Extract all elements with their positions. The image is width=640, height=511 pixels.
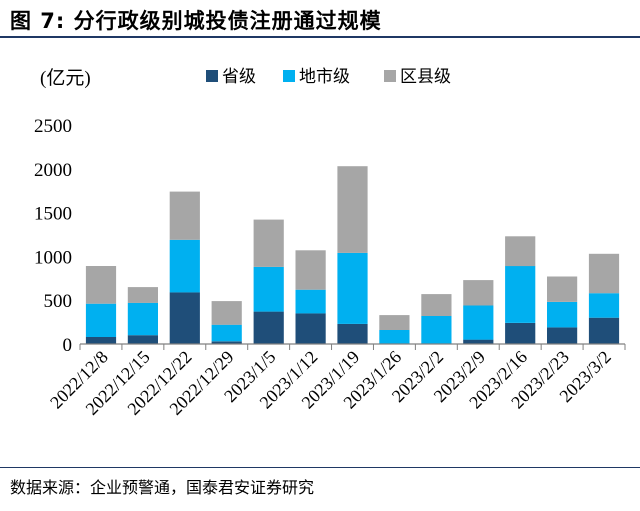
legend-swatch-2 bbox=[384, 70, 396, 82]
bar-segment-0 bbox=[211, 341, 242, 344]
bar-segment-0 bbox=[253, 311, 284, 344]
bar-series-group bbox=[85, 166, 620, 344]
bar-segment-0 bbox=[295, 313, 326, 344]
bar-segment-2 bbox=[253, 219, 284, 267]
bar-segment-1 bbox=[505, 266, 536, 323]
bar-segment-1 bbox=[127, 302, 158, 336]
bar-segment-1 bbox=[169, 239, 200, 293]
figure-title-bar: 图 7: 分行政级别城投债注册通过规模 bbox=[0, 0, 640, 38]
bar-segment-2 bbox=[211, 301, 242, 325]
bar-segment-1 bbox=[253, 266, 284, 312]
y-tick-label: 2500 bbox=[34, 116, 72, 137]
bar-segment-1 bbox=[85, 303, 117, 337]
bar-segment-0 bbox=[169, 292, 200, 344]
data-source-note: 数据来源：企业预警通，国泰君安证券研究 bbox=[10, 478, 315, 497]
bar-segment-0 bbox=[85, 337, 117, 344]
bar-segment-0 bbox=[547, 327, 578, 344]
bar-segment-2 bbox=[169, 191, 200, 240]
bar-segment-2 bbox=[127, 287, 158, 303]
bar-segment-2 bbox=[505, 236, 536, 267]
legend-swatch-1 bbox=[283, 70, 295, 82]
bar-segment-2 bbox=[379, 315, 410, 330]
y-tick-label: 0 bbox=[63, 335, 73, 356]
bar-segment-0 bbox=[463, 339, 494, 344]
y-tick-label: 1500 bbox=[34, 204, 72, 225]
y-tick-label: 500 bbox=[44, 291, 73, 312]
bar-segment-1 bbox=[379, 330, 410, 344]
bar-segment-1 bbox=[588, 293, 620, 318]
bar-segment-1 bbox=[463, 305, 494, 340]
bar-segment-0 bbox=[505, 323, 536, 344]
bar-segment-2 bbox=[421, 294, 452, 316]
y-axis: 0 500 1000 1500 2000 2500 bbox=[34, 116, 72, 356]
y-axis-unit-label: (亿元) bbox=[40, 67, 91, 89]
bar-segment-1 bbox=[547, 302, 578, 328]
bar-segment-1 bbox=[295, 289, 326, 314]
y-tick-label: 1000 bbox=[34, 247, 72, 268]
bar-segment-2 bbox=[463, 280, 494, 306]
legend-label-0: 省级 bbox=[222, 67, 256, 87]
bar-segment-2 bbox=[295, 250, 326, 290]
legend-swatch-0 bbox=[206, 70, 218, 82]
bar-segment-1 bbox=[211, 324, 242, 342]
bar-segment-0 bbox=[588, 317, 620, 344]
y-tick-label: 2000 bbox=[34, 160, 72, 181]
stacked-bar-chart: (亿元) 省级 地市级 区县级 0 500 1000 1500 2000 2500 2022/… bbox=[34, 67, 626, 419]
legend-label-1: 地市级 bbox=[299, 67, 350, 87]
bar-segment-2 bbox=[85, 266, 117, 304]
bar-segment-2 bbox=[337, 166, 368, 253]
chart-legend: 省级 地市级 区县级 bbox=[206, 67, 451, 87]
bar-segment-0 bbox=[337, 323, 368, 344]
bar-segment-2 bbox=[547, 276, 578, 302]
legend-label-2: 区县级 bbox=[400, 67, 451, 87]
bar-segment-2 bbox=[588, 253, 620, 294]
footer-divider bbox=[0, 467, 640, 468]
x-axis: 2022/12/82022/12/152022/12/222022/12/292… bbox=[46, 343, 626, 419]
bar-segment-0 bbox=[127, 335, 158, 344]
bar-segment-1 bbox=[421, 316, 452, 344]
figure-title: 图 7: 分行政级别城投债注册通过规模 bbox=[10, 9, 382, 33]
bar-segment-1 bbox=[337, 252, 368, 324]
